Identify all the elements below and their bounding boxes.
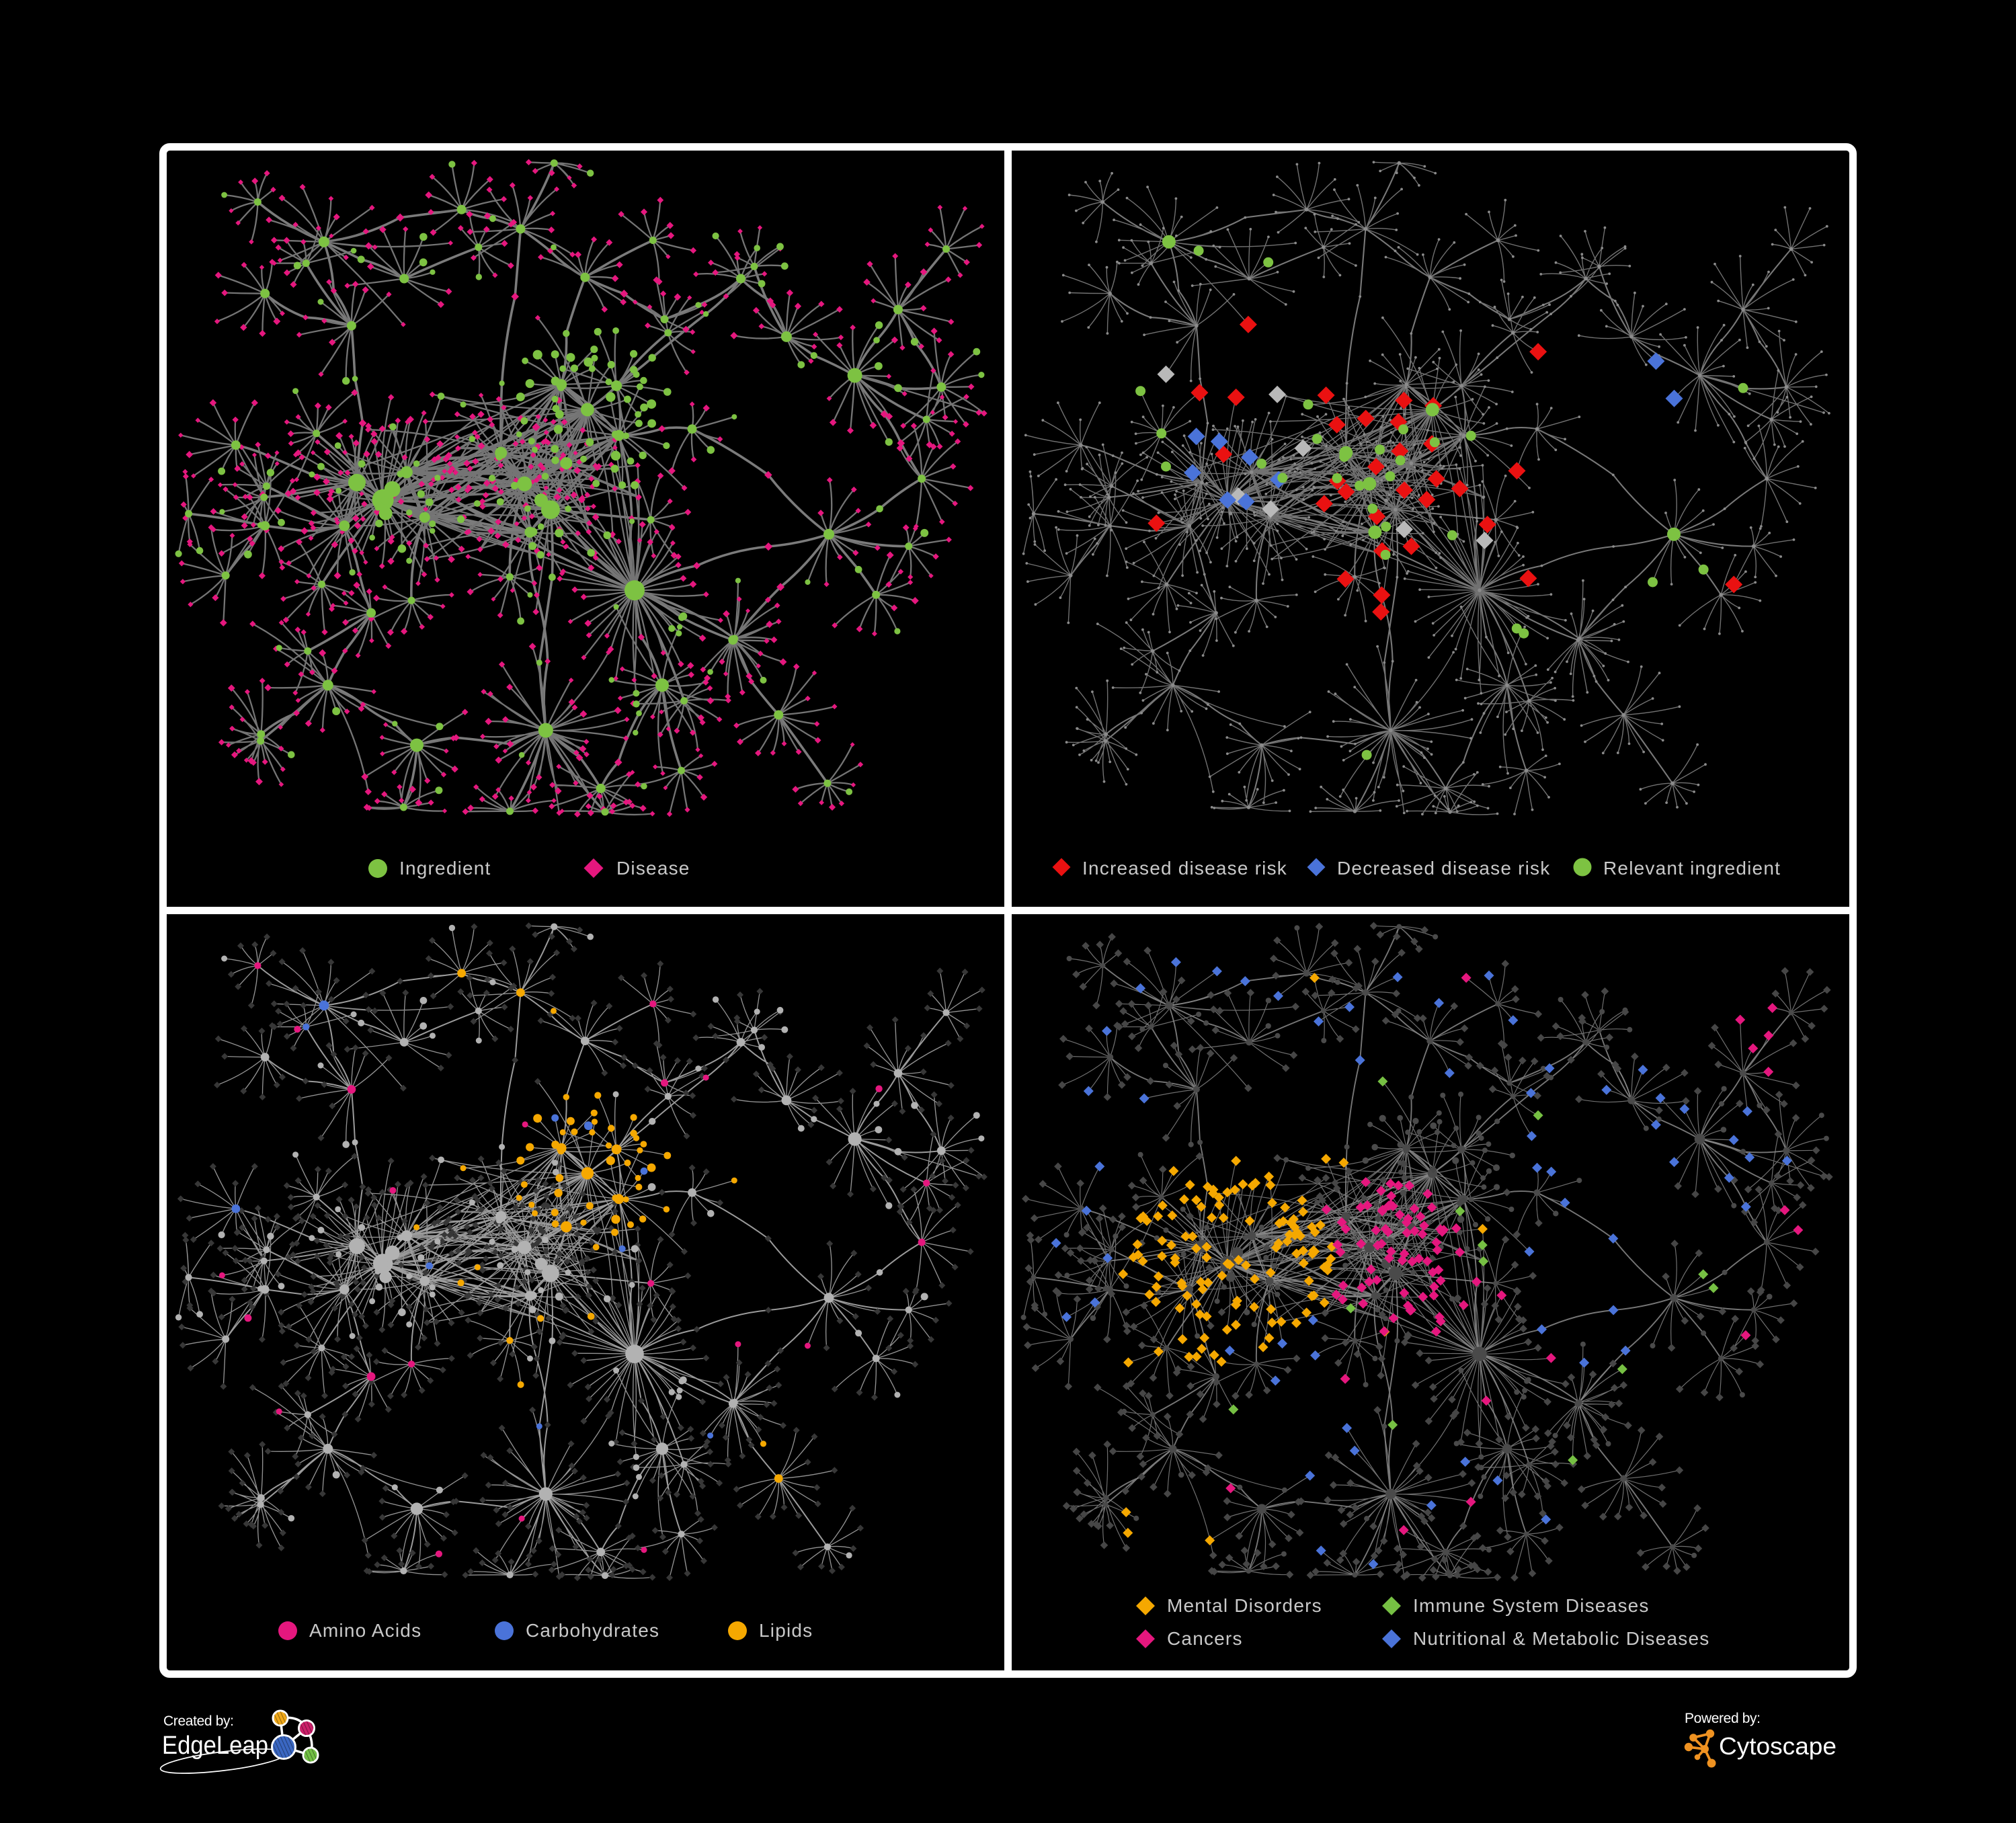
svg-text:Powered by:: Powered by: xyxy=(1685,1711,1761,1726)
svg-text:Cytoscape: Cytoscape xyxy=(1719,1732,1837,1760)
svg-text:Increased disease risk: Increased disease risk xyxy=(1082,858,1287,879)
svg-text:Mental Disorders: Mental Disorders xyxy=(1167,1595,1322,1616)
svg-text:Carbohydrates: Carbohydrates xyxy=(526,1620,659,1641)
svg-text:Lipids: Lipids xyxy=(759,1620,813,1641)
svg-text:Nutritional & Metabolic Diseas: Nutritional & Metabolic Diseases xyxy=(1413,1628,1709,1649)
svg-text:Decreased disease risk: Decreased disease risk xyxy=(1337,858,1550,879)
svg-text:Relevant ingredient: Relevant ingredient xyxy=(1603,858,1781,879)
svg-text:EdgeLeap: EdgeLeap xyxy=(162,1732,268,1760)
svg-text:Amino Acids: Amino Acids xyxy=(309,1620,421,1641)
svg-text:Immune System Diseases: Immune System Diseases xyxy=(1413,1595,1650,1616)
svg-text:Ingredient: Ingredient xyxy=(399,858,491,879)
svg-text:Cancers: Cancers xyxy=(1167,1628,1243,1649)
svg-text:Disease: Disease xyxy=(616,858,690,879)
svg-text:Created by:: Created by: xyxy=(163,1713,234,1729)
